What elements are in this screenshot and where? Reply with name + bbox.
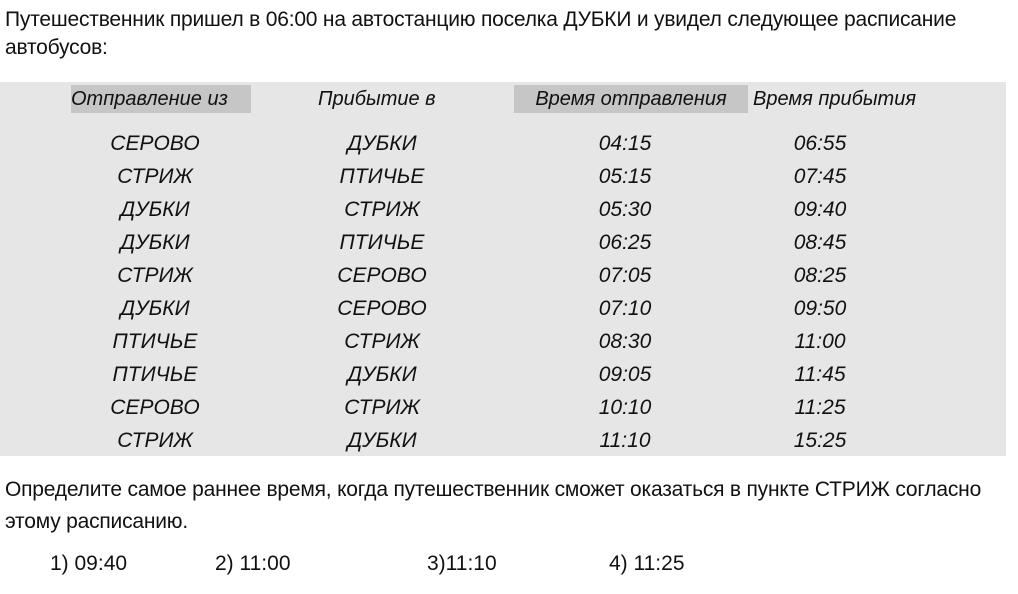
header-departure-from: Отправление из [71,85,251,113]
departure-cell: 04:15 [598,132,652,155]
header-departure-time: Время отправления [514,85,748,113]
from-cell: ДУБКИ [120,297,190,320]
to-cell: ПТИЧЬЕ [339,231,425,254]
arrival-cell: 08:45 [793,231,847,254]
table-row: СЕРОВО ДУБКИ 04:15 06:55 [0,127,1006,160]
departure-cell: 11:10 [599,429,651,452]
from-cell: СТРИЖ [117,264,193,287]
to-cell: ДУБКИ [347,132,417,155]
from-cell: ПТИЧЬЕ [112,330,198,353]
arrival-cell: 11:25 [794,396,846,419]
departure-cell: 06:25 [598,231,652,254]
to-cell: СТРИЖ [344,330,420,353]
arrival-cell: 11:00 [794,330,846,353]
arrival-cell: 09:40 [793,198,847,221]
from-cell: СТРИЖ [117,165,193,188]
departure-cell: 05:30 [598,198,652,221]
departure-cell: 09:05 [598,363,652,386]
departure-cell: 10:10 [598,396,652,419]
answer-option-2: 2) 11:00 [215,552,291,575]
from-cell: СЕРОВО [110,132,200,155]
departure-cell: 07:05 [598,264,652,287]
from-cell: СЕРОВО [110,396,200,419]
arrival-cell: 09:50 [793,297,847,320]
table-row: ПТИЧЬЕ СТРИЖ 08:30 11:00 [0,325,1006,358]
arrival-cell: 07:45 [793,165,847,188]
table-row: СТРИЖ ПТИЧЬЕ 05:15 07:45 [0,160,1006,193]
departure-cell: 07:10 [598,297,652,320]
departure-cell: 08:30 [598,330,652,353]
table-row: СТРИЖ ДУБКИ 11:10 15:25 [0,424,1006,457]
table-row: ДУБКИ ПТИЧЬЕ 06:25 08:45 [0,226,1006,259]
from-cell: ПТИЧЬЕ [112,363,198,386]
from-cell: ДУБКИ [120,198,190,221]
departure-cell: 05:15 [598,165,652,188]
table-row: ДУБКИ СЕРОВО 07:10 09:50 [0,292,1006,325]
to-cell: ДУБКИ [347,363,417,386]
to-cell: ДУБКИ [347,429,417,452]
problem-question: Определите самое раннее время, когда пут… [5,478,982,533]
table-row: СТРИЖ СЕРОВО 07:05 08:25 [0,259,1006,292]
answer-option-4: 4) 11:25 [609,552,685,575]
table-row: ПТИЧЬЕ ДУБКИ 09:05 11:45 [0,358,1006,391]
from-cell: ДУБКИ [120,231,190,254]
to-cell: ПТИЧЬЕ [339,165,425,188]
answer-option-1: 1) 09:40 [50,552,128,575]
table-row: СЕРОВО СТРИЖ 10:10 11:25 [0,391,1006,424]
arrival-cell: 08:25 [793,264,847,287]
header-arrival-time: Время прибытия [753,88,916,110]
bus-schedule-table: Отправление из Прибытие в Время отправле… [0,82,1006,456]
to-cell: СЕРОВО [337,264,427,287]
to-cell: СТРИЖ [344,198,420,221]
from-cell: СТРИЖ [117,429,193,452]
arrival-cell: 11:45 [794,363,846,386]
arrival-cell: 06:55 [793,132,847,155]
header-arrival-to: Прибытие в [318,88,436,110]
to-cell: СТРИЖ [344,396,420,419]
answer-option-3: 3)11:10 [427,552,497,575]
arrival-cell: 15:25 [793,429,847,452]
to-cell: СЕРОВО [337,297,427,320]
problem-intro: Путешественник пришел в 06:00 на автоста… [5,8,957,59]
table-row: ДУБКИ СТРИЖ 05:30 09:40 [0,193,1006,226]
